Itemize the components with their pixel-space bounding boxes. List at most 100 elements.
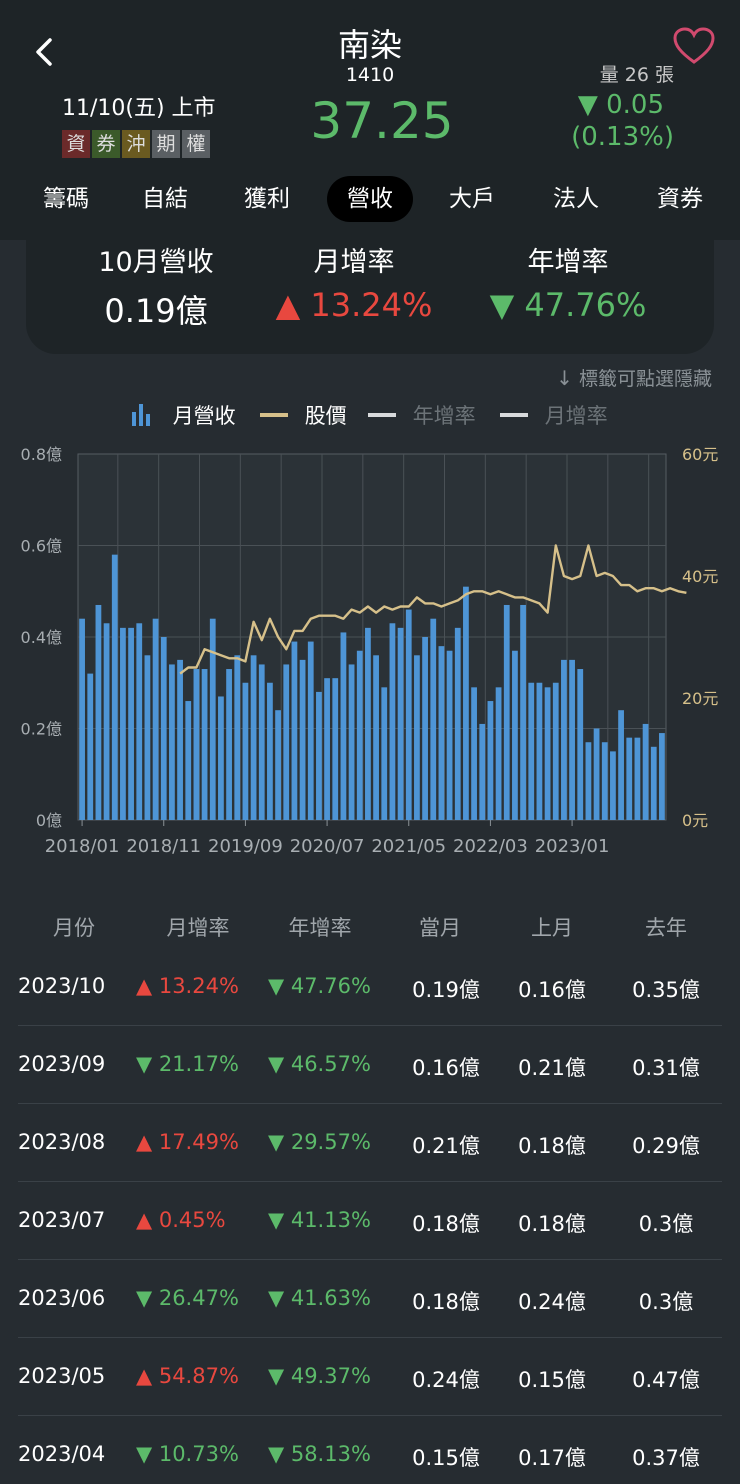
price-change-percent: (0.13%) [571, 122, 674, 152]
cell-mom: ▲ 0.45% [136, 1208, 226, 1232]
legend-price[interactable]: 股價 [260, 400, 347, 430]
row-divider [18, 1337, 722, 1338]
tab-6[interactable]: 資券 [657, 186, 703, 212]
x-tick-label: 2020/07 [290, 836, 365, 857]
y-right-tick-label: 60元 [682, 445, 718, 464]
cell-mom: ▲ 17.49% [136, 1130, 239, 1154]
revenue-bar [446, 650, 453, 820]
tab-2[interactable]: 獲利 [244, 186, 290, 212]
mom-label: 月增率 [313, 247, 395, 278]
revenue-bar [283, 664, 290, 820]
cell-last-year: 0.35億 [632, 978, 700, 1002]
legend-revenue[interactable]: 月營收 [130, 400, 236, 430]
tab-5[interactable]: 法人 [553, 186, 599, 212]
revenue-bar [659, 733, 665, 820]
cell-prev: 0.16億 [518, 978, 586, 1002]
revenue-bar [601, 742, 608, 820]
cell-prev: 0.17億 [518, 1446, 586, 1470]
revenue-bar [275, 710, 281, 820]
y-left-tick-label: 0.4億 [21, 628, 62, 647]
revenue-bar [373, 655, 379, 820]
trading-tag: 券 [92, 130, 120, 158]
revenue-bar [626, 737, 633, 820]
legend-mom[interactable]: 月增率 [500, 400, 608, 430]
revenue-bar [209, 618, 216, 820]
legend-yoy[interactable]: 年增率 [368, 400, 476, 430]
cell-yoy: ▼ 41.63% [268, 1286, 371, 1310]
cell-current: 0.21億 [412, 1134, 480, 1158]
tab-1[interactable]: 自結 [142, 186, 188, 212]
cell-month: 2023/07 [18, 1208, 106, 1232]
revenue-bar [103, 623, 110, 820]
cell-last-year: 0.3億 [638, 1290, 694, 1314]
cell-yoy: ▼ 41.13% [268, 1208, 371, 1232]
legend-price-label: 股價 [304, 404, 347, 428]
revenue-bar [405, 609, 412, 820]
cell-month: 2023/08 [18, 1130, 106, 1154]
favorite-heart-icon[interactable] [672, 26, 716, 66]
cell-mom-value: 13.24% [158, 974, 239, 998]
listing-date: 11/10(五) 上市 [62, 96, 216, 121]
revenue-bar [152, 618, 159, 820]
revenue-bar [79, 618, 85, 820]
revenue-bar [340, 632, 347, 820]
table-row[interactable]: 2023/05 ▲ 54.87% ▼ 49.37% 0.24億 0.15億 0.47億 [0, 1338, 740, 1416]
cell-yoy-value: 41.63% [290, 1286, 371, 1310]
trading-tag: 期 [152, 130, 180, 158]
down-triangle-icon: ▼ [268, 1442, 291, 1466]
table-row[interactable]: 2023/04 ▼ 10.73% ▼ 58.13% 0.15億 0.17億 0.37億 [0, 1416, 740, 1484]
row-divider [18, 1259, 722, 1260]
cell-mom-value: 10.73% [158, 1442, 239, 1466]
revenue-bar [185, 701, 192, 820]
table-row[interactable]: 2023/07 ▲ 0.45% ▼ 41.13% 0.18億 0.18億 0.3億 [0, 1182, 740, 1260]
cell-yoy: ▼ 49.37% [268, 1364, 371, 1388]
revenue-bar [397, 627, 404, 820]
back-arrow-icon[interactable] [30, 34, 60, 70]
revenue-bar [193, 669, 200, 820]
table-row[interactable]: 2023/09 ▼ 21.17% ▼ 46.57% 0.16億 0.21億 0.31億 [0, 1026, 740, 1104]
stock-name: 南染 [337, 26, 402, 64]
revenue-bar [128, 627, 134, 820]
revenue-bar [585, 742, 592, 820]
hide-label-hint: ↓ 標籤可點選隱藏 [556, 364, 712, 391]
tab-4[interactable]: 大戶 [449, 186, 495, 212]
tab-bar: 籌碼 自結 獲利 營收 大戶 法人 資券 [0, 172, 740, 224]
revenue-bar [324, 678, 330, 820]
y-right-tick-label: 20元 [682, 689, 718, 708]
yoy-label: 年增率 [527, 247, 609, 278]
revenue-bar [389, 623, 396, 820]
cell-mom-value: 21.17% [158, 1052, 239, 1076]
cell-last-year: 0.47億 [632, 1368, 700, 1392]
cell-last-year: 0.3億 [638, 1212, 694, 1236]
y-left-tick-label: 0.8億 [21, 445, 62, 464]
revenue-bar [307, 641, 314, 820]
cell-last-year: 0.31億 [632, 1056, 700, 1080]
cell-current: 0.15億 [412, 1446, 480, 1470]
revenue-value: 0.19億 [104, 292, 208, 330]
revenue-bar [348, 664, 355, 820]
down-arrow-icon: ↓ [556, 366, 573, 390]
trading-tags: 資券沖期權 [62, 130, 210, 158]
revenue-bar [528, 682, 535, 820]
revenue-bar [561, 659, 567, 820]
revenue-bar [87, 673, 94, 820]
revenue-bar [250, 655, 257, 820]
cell-current: 0.24億 [412, 1368, 480, 1392]
revenue-bar [463, 586, 469, 820]
table-row[interactable]: 2023/10 ▲ 13.24% ▼ 47.76% 0.19億 0.16億 0.35億 [0, 948, 740, 1026]
price-line [179, 544, 687, 675]
table-row[interactable]: 2023/08 ▲ 17.49% ▼ 29.57% 0.21億 0.18億 0.29億 [0, 1104, 740, 1182]
cell-yoy: ▼ 47.76% [268, 974, 371, 998]
cell-yoy: ▼ 46.57% [268, 1052, 371, 1076]
x-tick-label: 2021/05 [371, 836, 446, 857]
table-row[interactable]: 2023/06 ▼ 26.47% ▼ 41.63% 0.18億 0.24億 0.3億 [0, 1260, 740, 1338]
cell-mom-value: 26.47% [158, 1286, 239, 1310]
mom-value: ▲ 13.24% [275, 286, 433, 324]
y-left-tick-label: 0.6億 [21, 537, 62, 556]
table-header: 月份 月增率 年增率 當月 上月 去年 [0, 912, 740, 948]
tab-0[interactable]: 籌碼 [43, 186, 89, 212]
tab-3[interactable]: 營收 [327, 176, 413, 222]
cell-yoy-value: 46.57% [290, 1052, 371, 1076]
x-tick-label: 2019/09 [208, 836, 283, 857]
price-change: ▼ 0.05 [577, 90, 664, 120]
